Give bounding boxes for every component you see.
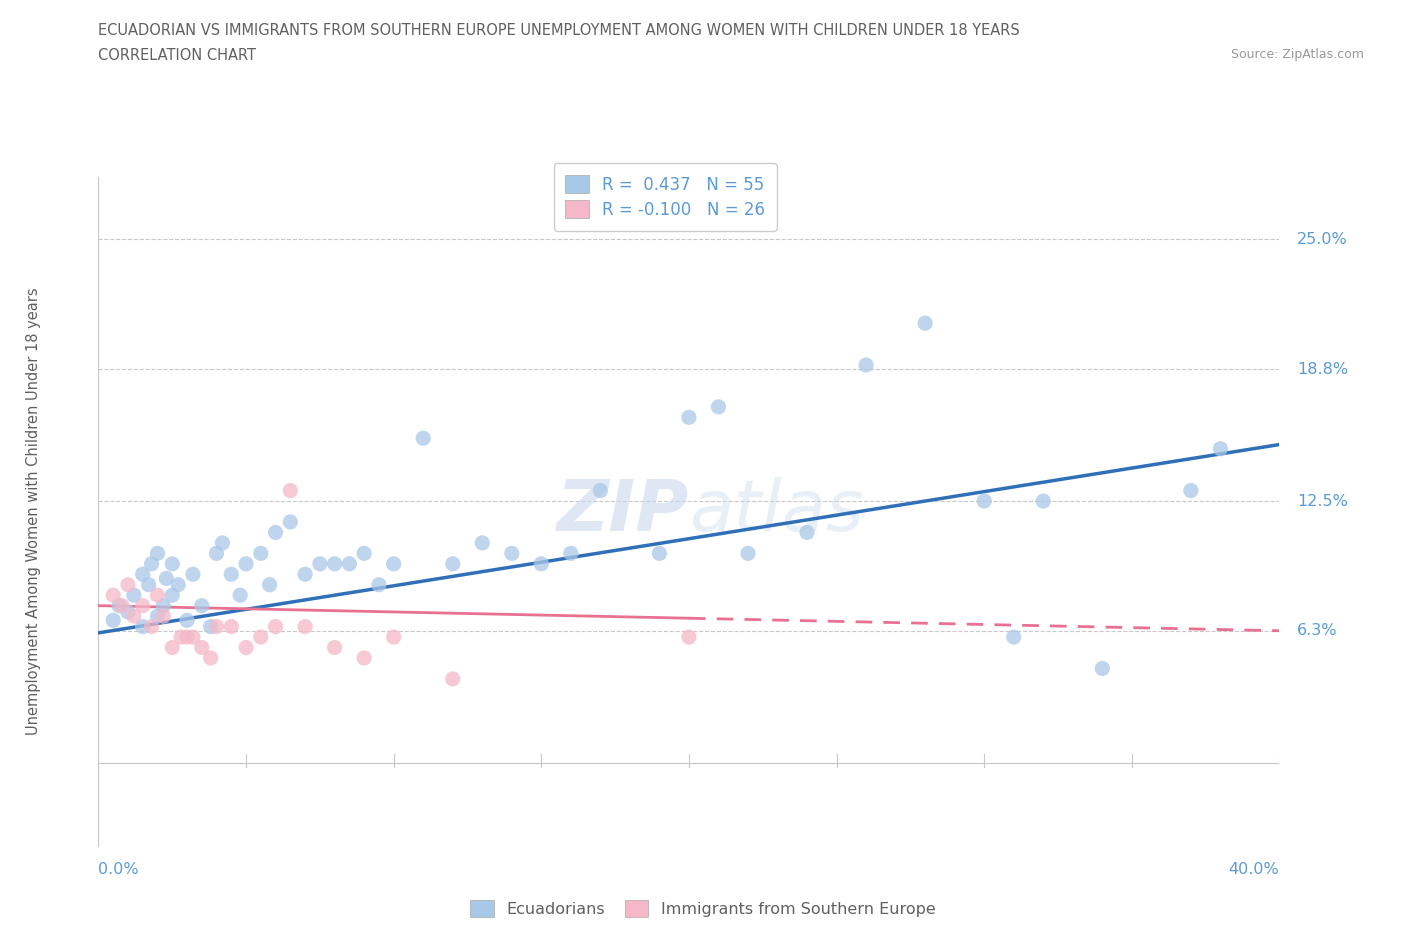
- Point: [191, 598, 214, 613]
- Point: [294, 619, 316, 634]
- Point: [122, 588, 145, 603]
- Point: [382, 630, 405, 644]
- Point: [1091, 661, 1114, 676]
- Point: [170, 630, 193, 644]
- Point: [117, 578, 139, 592]
- Point: [855, 358, 877, 373]
- Point: [152, 598, 174, 613]
- Point: [973, 494, 995, 509]
- Text: ECUADORIAN VS IMMIGRANTS FROM SOUTHERN EUROPE UNEMPLOYMENT AMONG WOMEN WITH CHIL: ECUADORIAN VS IMMIGRANTS FROM SOUTHERN E…: [98, 23, 1021, 38]
- Point: [176, 613, 198, 628]
- Legend: Ecuadorians, Immigrants from Southern Europe: Ecuadorians, Immigrants from Southern Eu…: [470, 900, 936, 917]
- Point: [914, 316, 936, 331]
- Point: [560, 546, 582, 561]
- Point: [707, 400, 730, 415]
- Point: [278, 484, 302, 498]
- Point: [205, 619, 228, 634]
- Point: [141, 556, 163, 571]
- Point: [211, 536, 233, 551]
- Point: [589, 484, 612, 498]
- Point: [294, 567, 316, 582]
- Text: 12.5%: 12.5%: [1298, 494, 1348, 509]
- Text: 18.8%: 18.8%: [1298, 362, 1348, 377]
- Point: [141, 619, 163, 634]
- Text: 0.0%: 0.0%: [98, 862, 139, 877]
- Point: [309, 556, 332, 571]
- Point: [152, 609, 174, 624]
- Text: Source: ZipAtlas.com: Source: ZipAtlas.com: [1230, 48, 1364, 61]
- Point: [412, 431, 434, 445]
- Point: [1180, 484, 1202, 498]
- Point: [219, 567, 242, 582]
- Point: [205, 546, 228, 561]
- Text: Unemployment Among Women with Children Under 18 years: Unemployment Among Women with Children U…: [25, 287, 41, 736]
- Point: [219, 619, 242, 634]
- Point: [530, 556, 553, 571]
- Point: [103, 613, 125, 628]
- Point: [323, 640, 346, 655]
- Point: [323, 556, 346, 571]
- Point: [1209, 442, 1232, 457]
- Point: [111, 598, 134, 613]
- Point: [200, 619, 222, 634]
- Point: [108, 598, 131, 613]
- Point: [146, 588, 169, 603]
- Point: [737, 546, 759, 561]
- Point: [176, 630, 198, 644]
- Point: [1002, 630, 1025, 644]
- Point: [146, 609, 169, 624]
- Point: [200, 651, 222, 666]
- Text: 40.0%: 40.0%: [1229, 862, 1279, 877]
- Text: CORRELATION CHART: CORRELATION CHART: [98, 48, 256, 63]
- Point: [264, 619, 287, 634]
- Point: [796, 525, 818, 539]
- Text: ZIP: ZIP: [557, 477, 689, 546]
- Point: [122, 609, 145, 624]
- Point: [368, 578, 391, 592]
- Point: [250, 630, 273, 644]
- Point: [167, 578, 190, 592]
- Point: [132, 567, 155, 582]
- Point: [1032, 494, 1054, 509]
- Point: [337, 556, 360, 571]
- Text: atlas: atlas: [689, 477, 863, 546]
- Point: [264, 525, 287, 539]
- Point: [648, 546, 671, 561]
- Point: [353, 546, 375, 561]
- Point: [501, 546, 523, 561]
- Point: [146, 546, 169, 561]
- Point: [235, 640, 257, 655]
- Point: [132, 619, 155, 634]
- Point: [678, 410, 700, 425]
- Point: [103, 588, 125, 603]
- Point: [162, 588, 183, 603]
- Point: [441, 556, 464, 571]
- Point: [162, 556, 183, 571]
- Point: [471, 536, 494, 551]
- Point: [138, 578, 160, 592]
- Point: [117, 604, 139, 619]
- Point: [382, 556, 405, 571]
- Point: [155, 571, 177, 586]
- Point: [678, 630, 700, 644]
- Text: 25.0%: 25.0%: [1298, 232, 1348, 247]
- Point: [441, 671, 464, 686]
- Point: [235, 556, 257, 571]
- Point: [229, 588, 252, 603]
- Point: [259, 578, 281, 592]
- Legend: R =  0.437   N = 55, R = -0.100   N = 26: R = 0.437 N = 55, R = -0.100 N = 26: [554, 164, 778, 231]
- Point: [162, 640, 183, 655]
- Text: 6.3%: 6.3%: [1298, 623, 1337, 638]
- Point: [353, 651, 375, 666]
- Point: [132, 598, 155, 613]
- Point: [191, 640, 214, 655]
- Point: [278, 514, 302, 529]
- Point: [181, 567, 204, 582]
- Point: [181, 630, 204, 644]
- Point: [250, 546, 273, 561]
